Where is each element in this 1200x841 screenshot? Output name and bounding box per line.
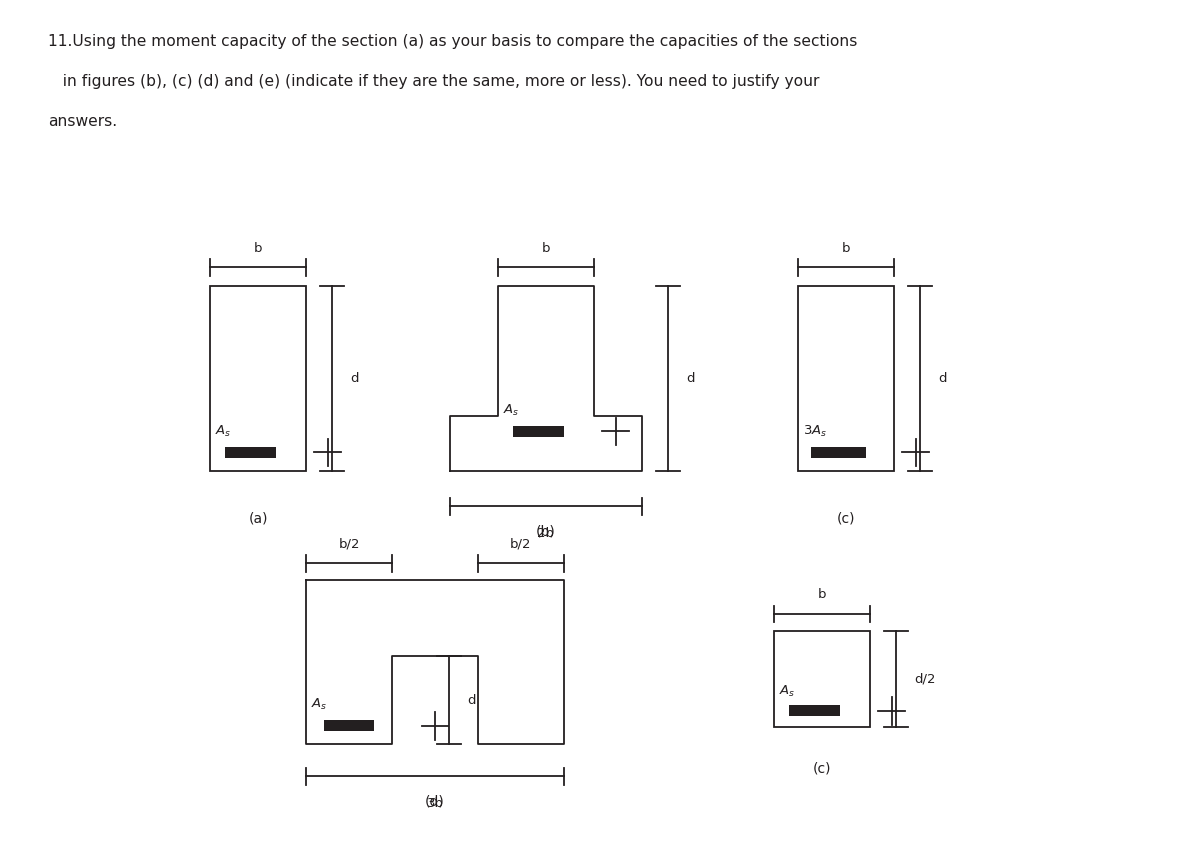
Bar bbox=[790, 705, 840, 717]
Text: in figures (b), (c) (d) and (e) (indicate if they are the same, more or less). Y: in figures (b), (c) (d) and (e) (indicat… bbox=[48, 74, 820, 89]
Text: (b): (b) bbox=[536, 525, 556, 539]
Text: 2b: 2b bbox=[538, 527, 554, 540]
Bar bbox=[774, 631, 870, 727]
Text: b/2: b/2 bbox=[338, 538, 360, 551]
Text: answers.: answers. bbox=[48, 114, 118, 129]
Bar bbox=[514, 426, 564, 437]
Text: b/2: b/2 bbox=[510, 538, 532, 551]
Text: d: d bbox=[686, 372, 695, 385]
Text: $A_s$: $A_s$ bbox=[311, 697, 328, 712]
Text: 3b: 3b bbox=[426, 797, 444, 810]
Bar bbox=[811, 447, 866, 458]
Text: (c): (c) bbox=[836, 511, 856, 526]
Text: b: b bbox=[253, 242, 263, 255]
Text: 11.Using the moment capacity of the section (a) as your basis to compare the cap: 11.Using the moment capacity of the sect… bbox=[48, 34, 857, 49]
Text: b: b bbox=[541, 242, 551, 255]
Text: d: d bbox=[350, 372, 359, 385]
Text: (d): (d) bbox=[425, 795, 445, 809]
Text: (c): (c) bbox=[812, 761, 832, 775]
Bar bbox=[210, 286, 306, 471]
Text: d: d bbox=[468, 694, 476, 706]
Text: $A_s$: $A_s$ bbox=[215, 424, 232, 439]
Bar bbox=[324, 720, 374, 731]
Bar bbox=[226, 447, 276, 458]
Text: d: d bbox=[938, 372, 947, 385]
Text: (a): (a) bbox=[248, 511, 268, 526]
Text: $A_s$: $A_s$ bbox=[503, 403, 520, 418]
Text: b: b bbox=[817, 589, 827, 601]
Text: b: b bbox=[841, 242, 851, 255]
Text: $A_s$: $A_s$ bbox=[779, 684, 796, 699]
Text: $3A_s$: $3A_s$ bbox=[803, 424, 827, 439]
Bar bbox=[798, 286, 894, 471]
Text: d/2: d/2 bbox=[914, 673, 936, 685]
